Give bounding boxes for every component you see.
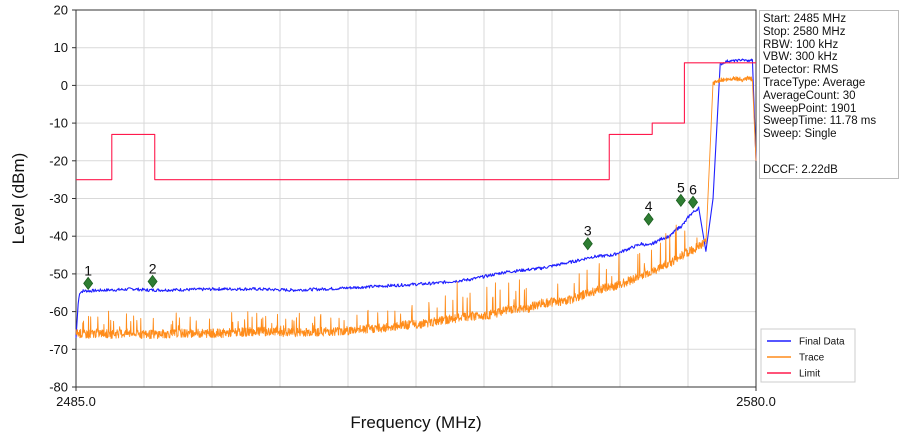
setting-average-count: AverageCount: 30 [763,89,856,102]
legend: Final Data Trace Limit [760,328,856,383]
marker-2-label: 2 [149,260,157,276]
y-tick-label: -50 [49,266,68,281]
series-group [75,58,757,340]
setting-sweep-point: SweepPoint: 1901 [763,102,857,115]
setting-detector: Detector: RMS [763,64,839,77]
marker-1-diamond [83,276,94,290]
setting-vbw: VBW: 300 kHz [763,51,838,64]
setting-sweep: Sweep: Single [763,128,837,141]
grid-lines [76,10,756,387]
series-final-data-line [75,58,757,339]
plot-frame [75,9,757,388]
marker-3-label: 3 [584,223,592,239]
setting-sweep-time: SweepTime: 11.78 ms [763,115,877,128]
setting-dccf: DCCF: 2.22dB [763,164,838,176]
setting-rbw: RBW: 100 kHz [763,38,839,51]
y-tick-label: -70 [49,342,68,357]
marker-6-label: 6 [689,181,697,197]
y-tick-label: 0 [61,78,68,93]
y-axis-title: Level (dBm) [9,153,28,245]
y-tick-label: -10 [49,116,68,131]
marker-5-label: 5 [677,179,685,195]
legend-label-final-data: Final Data [799,337,845,348]
marker-4-diamond [643,212,654,226]
measurement-settings-box: Start: 2485 MHz Stop: 2580 MHz RBW: 100 … [759,10,899,179]
series-trace-line [75,75,757,340]
setting-start: Start: 2485 MHz [763,13,847,25]
y-tick-label: 20 [54,3,68,18]
setting-stop: Stop: 2580 MHz [763,25,846,38]
x-axis-title: Frequency (MHz) [350,413,481,432]
y-tick-label: -40 [49,229,68,244]
marker-5-diamond [675,193,686,208]
y-tick-label: -80 [49,380,68,395]
marker-6-diamond [688,195,699,209]
series-limit-line [76,62,756,181]
marker-3-diamond [582,237,593,251]
y-tick-label: -20 [49,153,68,168]
marker-1-label: 1 [84,262,92,278]
setting-trace-type: TraceType: Average [763,76,866,89]
x-tick-label: 2485.0 [56,394,96,409]
y-tick-label: 10 [54,40,68,55]
x-tick-label: 2580.0 [736,394,776,409]
marker-4-label: 4 [645,198,653,214]
marker-2-diamond [147,274,158,289]
y-tick-label: -30 [49,191,68,206]
legend-label-limit: Limit [799,369,820,380]
markers-group: 1 2 3 4 5 6 [83,179,699,290]
legend-label-trace: Trace [799,353,825,364]
y-tick-label: -60 [49,304,68,319]
